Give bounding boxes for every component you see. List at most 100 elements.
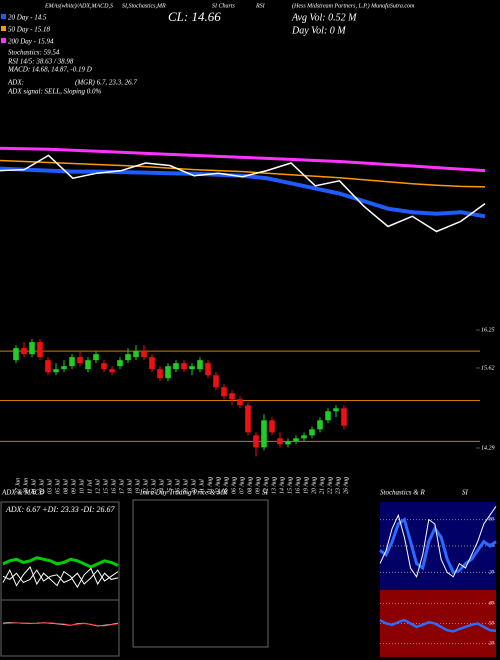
intraday-frame bbox=[132, 499, 269, 648]
candle-body bbox=[141, 351, 147, 358]
candle-body bbox=[237, 399, 243, 406]
x-tick-label: 08 Aug bbox=[247, 477, 253, 494]
candle-body bbox=[149, 357, 155, 370]
candle-body bbox=[205, 363, 211, 376]
x-tick-label: 24 Jul bbox=[158, 479, 165, 494]
header-text: EMAs(white)/ADX,MACD,S bbox=[44, 2, 113, 9]
x-tick-label: 26 Aug bbox=[343, 477, 349, 494]
y-tick-label: 20 bbox=[489, 642, 495, 647]
close-price: CL: 14.66 bbox=[168, 9, 221, 24]
header-text: SI,Stochastics,MR bbox=[122, 3, 166, 9]
series-line bbox=[2, 622, 119, 627]
candle-body bbox=[165, 366, 171, 379]
x-tick-label: 14 Aug bbox=[278, 477, 285, 494]
candle-body bbox=[181, 363, 187, 370]
x-tick-label: 16 Jul bbox=[111, 479, 117, 494]
x-tick-label: 15 Aug bbox=[287, 477, 293, 494]
x-tick-label: 12 Aug bbox=[263, 477, 269, 494]
series-line bbox=[379, 517, 497, 575]
panel-title: Stochastics & R bbox=[380, 489, 425, 497]
candle-body bbox=[93, 354, 99, 361]
candle-body bbox=[261, 420, 267, 448]
x-tick-label: 05 Aug bbox=[223, 477, 229, 494]
series-line bbox=[2, 566, 119, 589]
x-tick-label: 16 Aug bbox=[295, 477, 301, 494]
candle-body bbox=[221, 387, 227, 397]
series-line bbox=[2, 556, 119, 569]
header-text: (Hess Midstream Partners, L.P.) MunafaSu… bbox=[292, 2, 415, 9]
candle-body bbox=[301, 435, 307, 439]
panel-annotation: ADX: 6.67 +DI: 23.33 -DI: 26.67 bbox=[5, 505, 115, 514]
adx-frame bbox=[0, 501, 120, 657]
indicator-text: ADX: bbox=[7, 79, 24, 87]
candle-body bbox=[45, 360, 51, 373]
x-tick-label: 12 Jul bbox=[95, 479, 101, 494]
y-tick-label: 50 bbox=[489, 622, 495, 627]
candle-body bbox=[245, 405, 251, 433]
candle-body bbox=[197, 360, 203, 370]
candle-body bbox=[285, 441, 291, 445]
x-tick-label: 25 Jul bbox=[167, 479, 173, 494]
header-text: RSI bbox=[255, 3, 266, 9]
y-tick-label: 16.25 bbox=[481, 327, 495, 333]
candle-body bbox=[125, 354, 131, 361]
candle-body bbox=[157, 369, 163, 379]
y-tick-label: 20 bbox=[489, 571, 495, 576]
panel-title: Intra Day Trading Price & MR bbox=[139, 489, 228, 497]
x-tick-label: 23 Jul bbox=[151, 479, 157, 494]
day-volume: Day Vol: 0 M bbox=[291, 25, 346, 36]
candle-body bbox=[213, 375, 219, 388]
series-line bbox=[0, 154, 486, 233]
y-tick-label: 15.62 bbox=[481, 365, 495, 371]
candle-body bbox=[109, 369, 115, 373]
candle-body bbox=[117, 360, 123, 367]
candle-body bbox=[253, 435, 259, 448]
candle-body bbox=[61, 366, 67, 370]
x-tick-label: 10 Jul bbox=[79, 479, 85, 494]
panel-title: ADX & MACD bbox=[1, 489, 44, 497]
candle-body bbox=[269, 420, 275, 433]
x-tick-label: 01 Jul bbox=[31, 479, 37, 494]
x-tick-label: 27 Jun bbox=[15, 478, 21, 494]
y-tick-label: 50 bbox=[489, 544, 495, 549]
indicator-text: 20 Day - 14.5 bbox=[8, 14, 47, 22]
indicator-text: 200 Day - 15.94 bbox=[8, 38, 54, 46]
x-tick-label: 20 Aug bbox=[311, 477, 317, 494]
legend-swatch bbox=[1, 38, 6, 43]
series-line bbox=[0, 166, 486, 219]
indicator-text: RSI 14/5: 38.63 / 38.98 bbox=[7, 58, 74, 66]
x-tick-label: 30 Jul bbox=[191, 479, 197, 495]
y-tick-label: 80 bbox=[489, 602, 495, 607]
avg-volume: Avg Vol: 0.52 M bbox=[291, 12, 357, 23]
indicator-text: MACD: 14.68, 14.87, -0.19 D bbox=[7, 66, 92, 74]
adx-values: (MGR) 6.7, 23.3, 26.7 bbox=[75, 79, 137, 87]
x-tick-label: 31 Jul bbox=[199, 479, 205, 495]
x-tick-label: 21 Aug bbox=[319, 477, 325, 494]
x-tick-label: 18 Jul bbox=[127, 479, 133, 494]
legend-swatch bbox=[1, 26, 6, 31]
x-tick-label: 03 Jul bbox=[47, 479, 53, 494]
candle-body bbox=[13, 348, 19, 361]
legend-swatch bbox=[1, 14, 6, 19]
candle-body bbox=[133, 351, 139, 358]
x-tick-label: 23 Aug bbox=[335, 477, 341, 494]
series-line bbox=[0, 159, 486, 188]
panel-title: SI bbox=[462, 489, 469, 497]
candle-body bbox=[69, 357, 75, 367]
x-tick-label: 07 Aug bbox=[239, 477, 245, 494]
x-tick-label: 02 Aug bbox=[215, 477, 221, 494]
indicator-text: Stochastics: 59.54 bbox=[8, 49, 60, 57]
candle-body bbox=[21, 348, 27, 355]
series-line bbox=[379, 506, 497, 578]
x-tick-label: 09 Aug bbox=[255, 477, 261, 494]
candle-body bbox=[53, 369, 59, 373]
x-tick-label: 19 Jul bbox=[135, 479, 141, 494]
x-tick-label: 11 Jul bbox=[87, 479, 93, 494]
candle-body bbox=[173, 363, 179, 370]
x-tick-label: 17 Jul bbox=[119, 479, 125, 494]
x-tick-label: 19 Aug bbox=[303, 477, 309, 494]
x-tick-label: 02 Jul bbox=[39, 479, 45, 494]
candle-body bbox=[325, 411, 331, 421]
candle-body bbox=[293, 438, 299, 442]
